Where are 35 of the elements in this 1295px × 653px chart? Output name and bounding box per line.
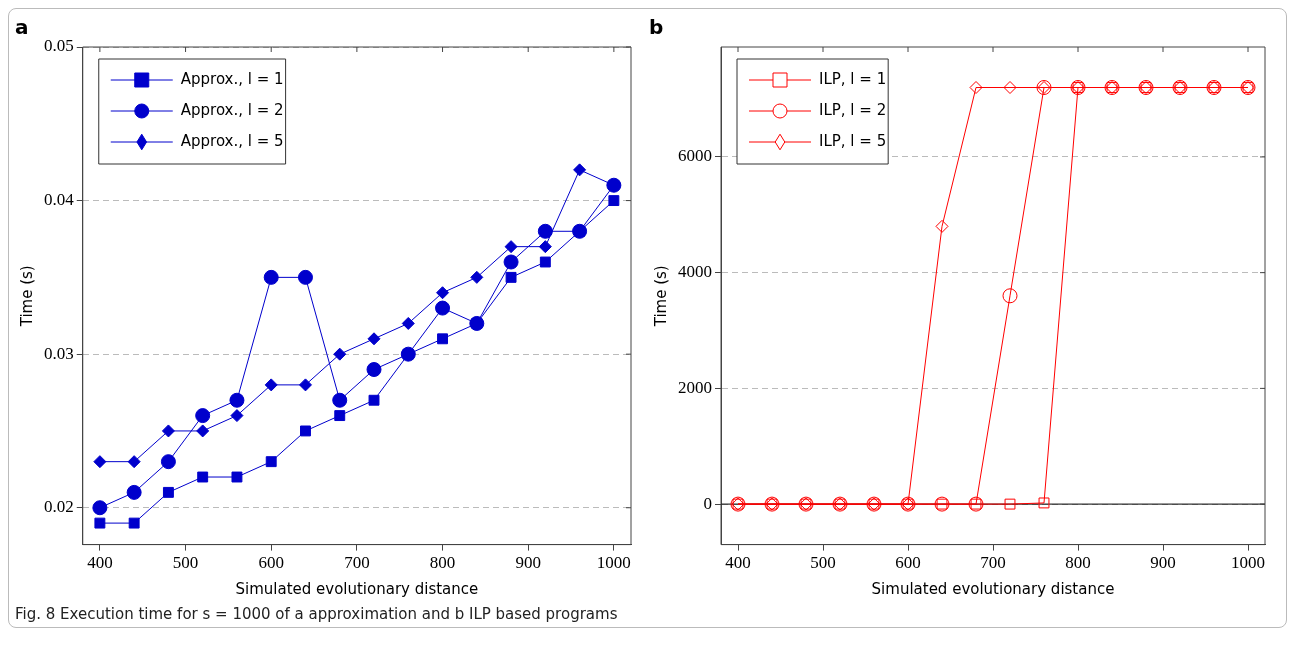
- x-tick-label: 500: [172, 553, 199, 573]
- caption: Fig. 8 Execution time for s = 1000 of a approximation and b ILP based programs: [15, 605, 619, 623]
- x-tick-label: 400: [725, 553, 751, 573]
- legend-label: Approx., l = 1: [180, 69, 284, 88]
- y-tick-label: 0.04: [44, 190, 75, 210]
- x-axis-title: Simulated evolutionary distance: [235, 579, 479, 598]
- x-tick-label: 700: [344, 553, 370, 573]
- y-tick-label: 0.03: [44, 343, 74, 363]
- y-tick-label: 0.05: [44, 36, 74, 56]
- legend-label: ILP, l = 2: [819, 100, 887, 119]
- y-tick-label: 2000: [678, 377, 712, 397]
- x-tick-label: 500: [810, 553, 836, 573]
- x-tick-label: 1000: [1231, 553, 1265, 573]
- y-tick-label: 6000: [678, 146, 712, 166]
- x-tick-label: 800: [429, 553, 456, 573]
- legend-label: ILP, l = 5: [819, 131, 887, 150]
- x-tick-label: 700: [980, 553, 1006, 573]
- x-axis-title: Simulated evolutionary distance: [871, 579, 1115, 598]
- x-tick-label: 600: [258, 553, 284, 573]
- y-tick-label: 0.02: [44, 497, 74, 517]
- chart-title: b: [649, 15, 664, 40]
- legend-label: ILP, l = 1: [819, 69, 887, 88]
- y-axis-title: Time (s): [651, 265, 670, 328]
- x-tick-label: 900: [1150, 553, 1176, 573]
- x-tick-label: 600: [895, 553, 921, 573]
- x-tick-label: 400: [87, 553, 113, 573]
- x-tick-label: 1000: [596, 553, 631, 573]
- x-tick-label: 800: [1065, 553, 1091, 573]
- x-tick-label: 900: [515, 553, 541, 573]
- y-axis-title: Time (s): [17, 265, 36, 328]
- legend-label: Approx., l = 5: [180, 131, 284, 150]
- chart-title: a: [15, 15, 29, 40]
- y-tick-label: 0: [703, 493, 712, 513]
- legend-label: Approx., l = 2: [180, 100, 284, 119]
- y-tick-label: 4000: [678, 262, 712, 282]
